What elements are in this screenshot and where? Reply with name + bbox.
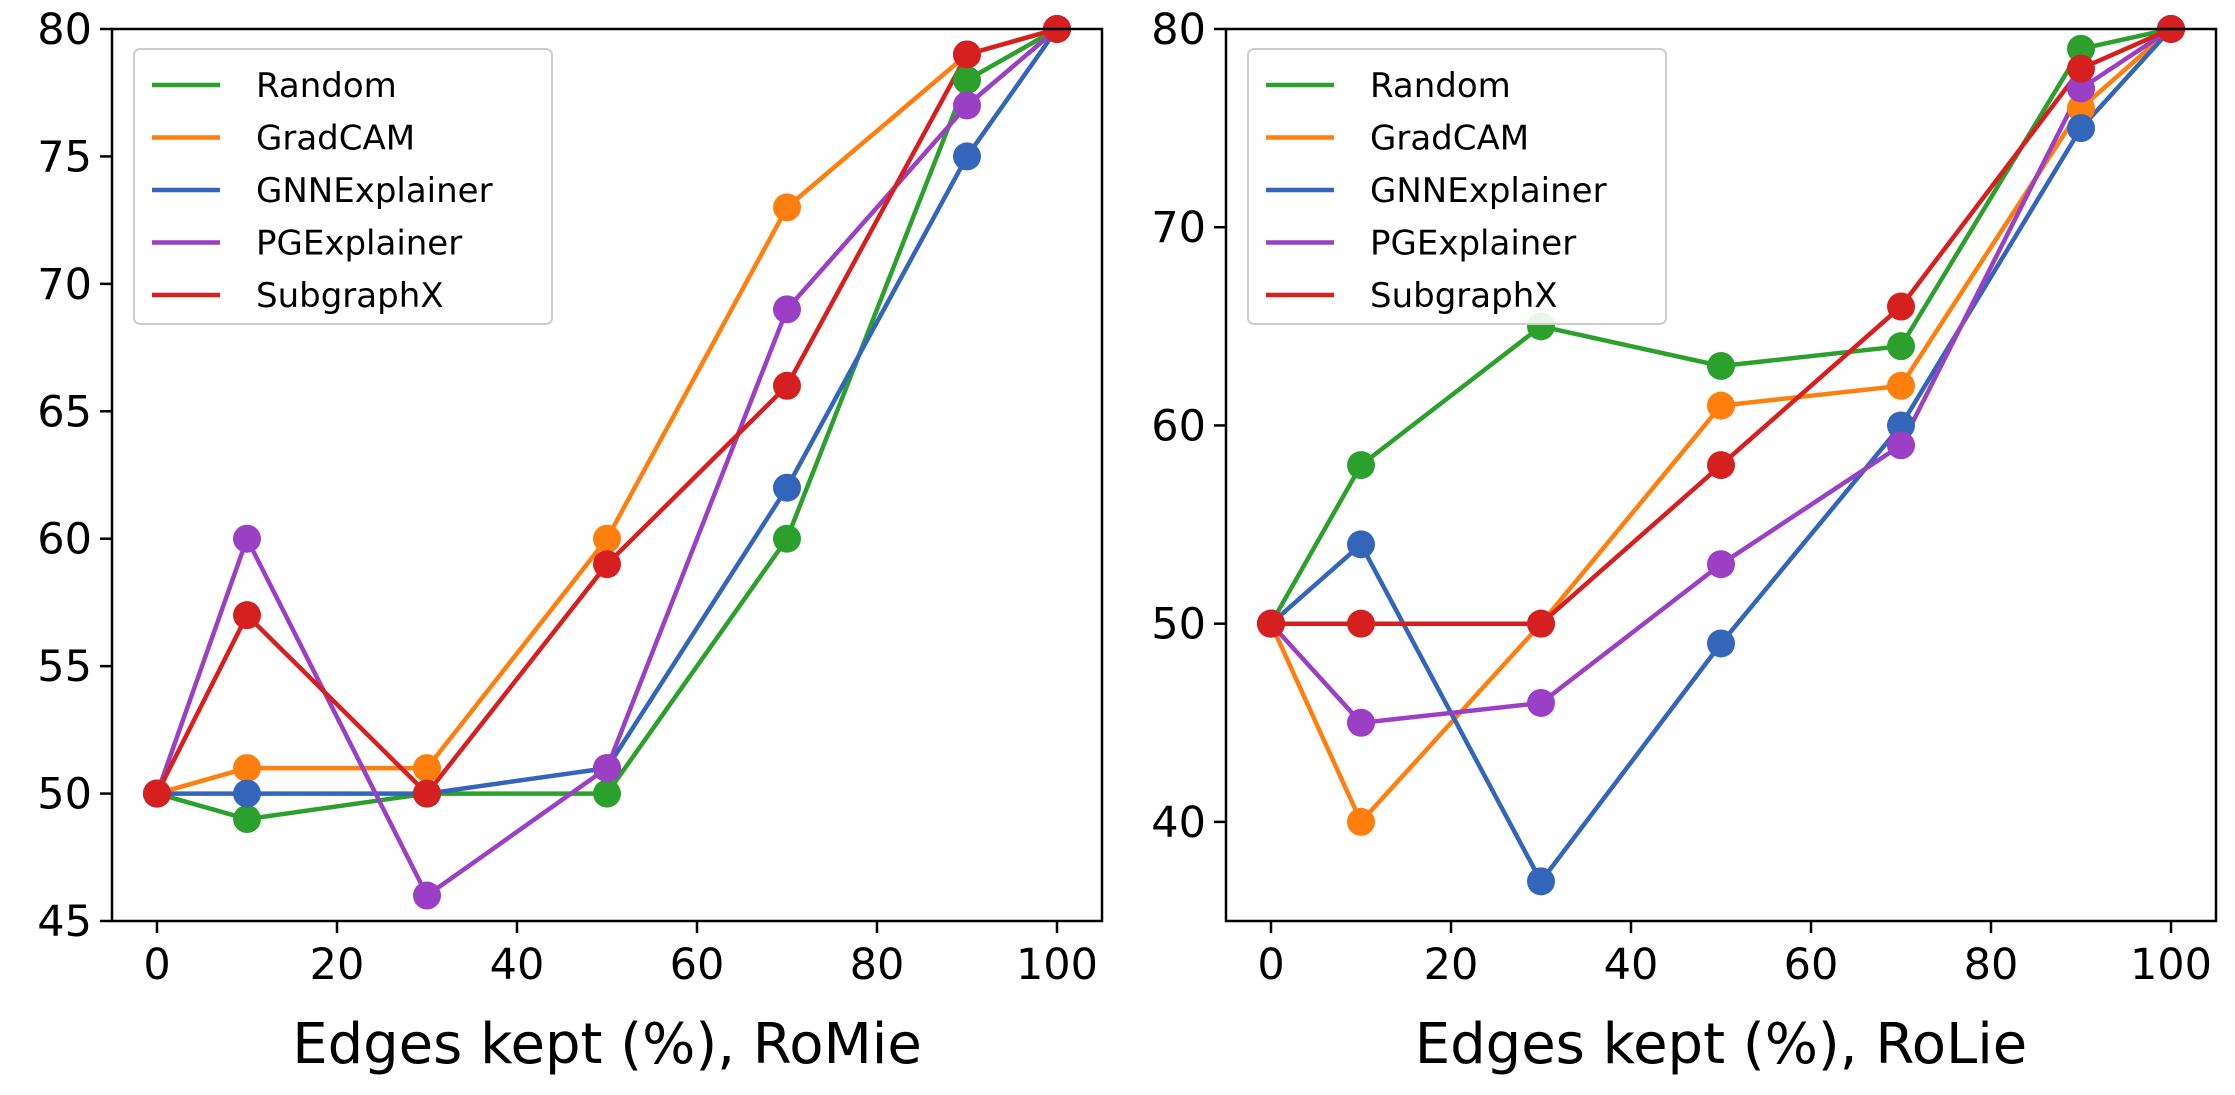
- point-gradcam: [413, 754, 441, 783]
- point-gradcam: [1347, 807, 1375, 836]
- point-subgraphx: [953, 40, 981, 69]
- y-tick-label: 40: [1151, 798, 1206, 848]
- point-subgraphx: [413, 779, 441, 808]
- x-tick-label: 20: [310, 940, 365, 990]
- legend-box: [1247, 48, 1667, 325]
- point-gnnexplainer: [2067, 114, 2095, 143]
- y-tick-label: 45: [37, 897, 92, 947]
- legend-label-gradcam: GradCAM: [1370, 119, 1529, 159]
- point-subgraphx: [593, 550, 621, 579]
- x-axis-label: Edges kept (%), RoMie: [292, 1012, 922, 1077]
- point-pgexplainer: [2067, 74, 2095, 103]
- point-pgexplainer: [233, 524, 261, 553]
- point-random: [2067, 34, 2095, 63]
- chart-1: 45 50 55 60 65 70 75 80 0 20 40 60 80 100 Edges kept (…: [37, 5, 1104, 1077]
- point-pgexplainer: [413, 881, 441, 910]
- legend-label-pgexplainer: PGExplainer: [256, 224, 462, 264]
- legend-label-subgraphx: SubgraphX: [1370, 276, 1558, 316]
- y-tick-label: 50: [37, 770, 92, 820]
- point-subgraphx: [1887, 292, 1915, 321]
- x-tick-label: 100: [1016, 940, 1098, 990]
- chart-2: 40 50 60 70 80 0 20 40 60 80 100 Edges kept (%), Ro…: [1151, 5, 2218, 1077]
- legend: Random GradCAM GNNExplainer PGExplainer Subg…: [1247, 48, 1667, 325]
- point-gnnexplainer: [953, 142, 981, 171]
- point-gnnexplainer: [773, 473, 801, 502]
- point-gnnexplainer: [1347, 530, 1375, 559]
- y-tick-label: 50: [1151, 600, 1206, 650]
- point-pgexplainer: [1707, 550, 1735, 579]
- point-pgexplainer: [1527, 688, 1555, 717]
- point-gnnexplainer: [233, 779, 261, 808]
- legend-label-gnnexplainer: GNNExplainer: [1370, 171, 1607, 211]
- point-random: [593, 779, 621, 808]
- plot-frame: [1224, 27, 2218, 923]
- point-random: [1707, 351, 1735, 380]
- legend-label-random: Random: [256, 66, 397, 106]
- point-gradcam: [773, 193, 801, 222]
- y-tick-label: 75: [37, 132, 92, 182]
- y-tick-label: 80: [37, 5, 92, 55]
- point-gradcam: [1887, 371, 1915, 400]
- point-subgraphx: [1707, 451, 1735, 480]
- point-random: [953, 65, 981, 94]
- point-gradcam: [2067, 94, 2095, 123]
- point-gradcam: [1707, 391, 1735, 420]
- y-tick-label: 60: [37, 515, 92, 565]
- point-random: [773, 524, 801, 553]
- point-subgraphx: [1527, 609, 1555, 638]
- point-subgraphx: [1347, 609, 1375, 638]
- x-axis-label: Edges kept (%), RoLie: [1415, 1012, 2027, 1077]
- y-tick-label: 55: [37, 642, 92, 692]
- point-pgexplainer: [1347, 708, 1375, 737]
- point-random: [1887, 332, 1915, 361]
- point-pgexplainer: [953, 91, 981, 120]
- y-tick-label: 70: [1151, 203, 1206, 253]
- x-tick-label: 0: [143, 940, 170, 990]
- y-tick-label: 60: [1151, 401, 1206, 451]
- point-pgexplainer: [593, 754, 621, 783]
- legend-box: [133, 48, 553, 325]
- point-gnnexplainer: [1527, 867, 1555, 896]
- point-pgexplainer: [1887, 431, 1915, 460]
- x-tick-label: 20: [1424, 940, 1479, 990]
- x-tick-label: 80: [1964, 940, 2019, 990]
- legend-label-subgraphx: SubgraphX: [256, 276, 444, 316]
- point-subgraphx: [233, 601, 261, 630]
- x-tick-label: 60: [1784, 940, 1839, 990]
- point-subgraphx: [143, 779, 171, 808]
- x-tick-label: 40: [490, 940, 545, 990]
- y-tick-label: 80: [1151, 5, 1206, 55]
- point-gradcam: [593, 524, 621, 553]
- point-subgraphx: [773, 371, 801, 400]
- point-pgexplainer: [773, 295, 801, 324]
- point-subgraphx: [2067, 54, 2095, 83]
- legend-label-random: Random: [1370, 66, 1511, 106]
- x-tick-label: 80: [850, 940, 905, 990]
- point-gnnexplainer: [1707, 629, 1735, 658]
- point-random: [233, 805, 261, 834]
- y-tick-label: 70: [37, 260, 92, 310]
- point-subgraphx: [1257, 609, 1285, 638]
- y-tick-label: 65: [37, 387, 92, 437]
- x-tick-label: 0: [1257, 940, 1284, 990]
- legend: Random GradCAM GNNExplainer PGExplainer Subg…: [133, 48, 553, 325]
- plot-frame: [110, 27, 1104, 923]
- point-gradcam: [233, 754, 261, 783]
- x-tick-label: 60: [670, 940, 725, 990]
- legend-label-gnnexplainer: GNNExplainer: [256, 171, 493, 211]
- legend-label-gradcam: GradCAM: [256, 119, 415, 159]
- point-gnnexplainer: [1887, 411, 1915, 440]
- x-tick-label: 40: [1604, 940, 1659, 990]
- legend-label-pgexplainer: PGExplainer: [1370, 224, 1576, 264]
- x-tick-label: 100: [2130, 940, 2212, 990]
- point-random: [1347, 451, 1375, 480]
